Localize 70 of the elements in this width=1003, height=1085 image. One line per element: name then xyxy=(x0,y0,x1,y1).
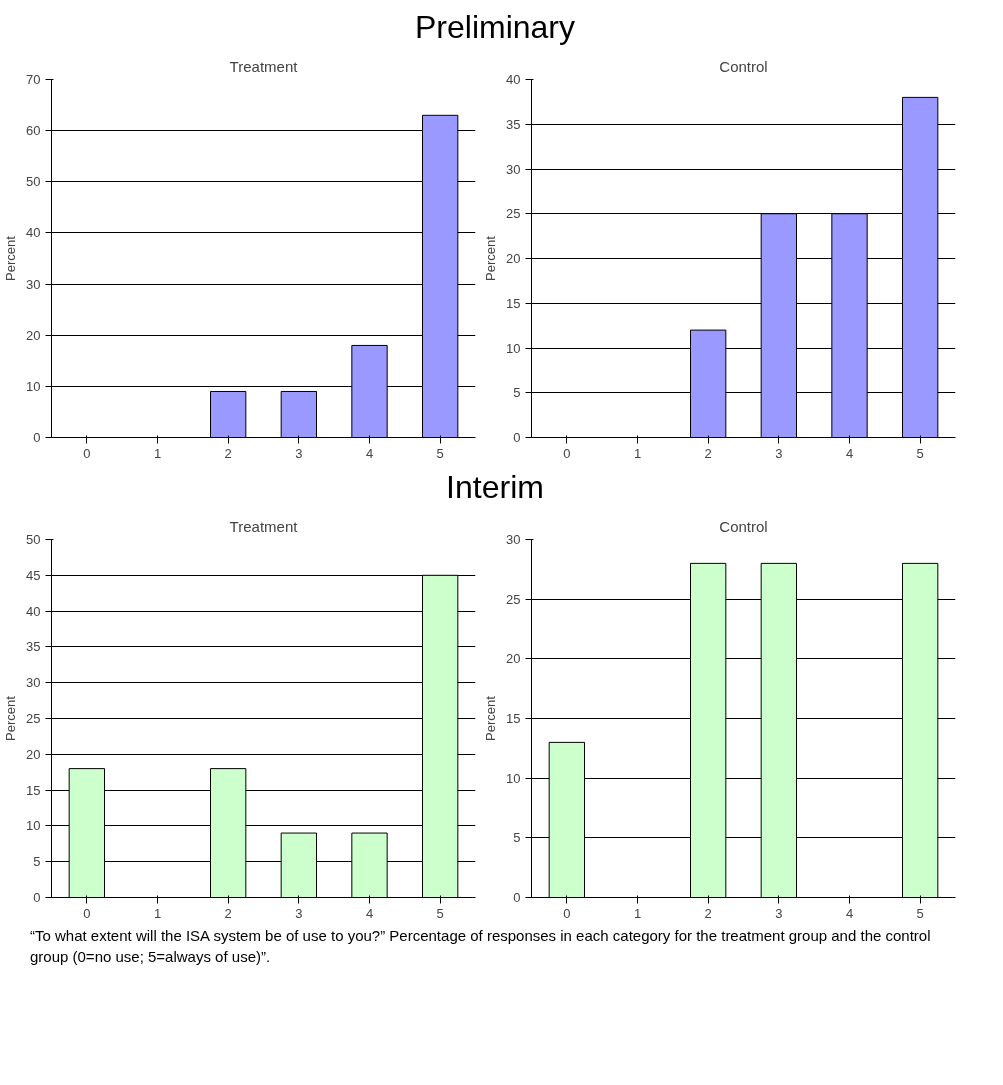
x-tick-label: 0 xyxy=(83,905,91,921)
x-tick-label: 3 xyxy=(775,445,783,461)
y-axis-title: Percent xyxy=(3,235,19,281)
text: “To what extent will the ISA system be of use to you?” Percentage of responses in each category for the treatment group and the control group (0=no use; 5=always of use)”. xyxy=(30,926,932,968)
x-tick-label: 4 xyxy=(845,905,854,921)
chart-title: Control xyxy=(719,517,768,535)
y-tick-label: 50 xyxy=(26,532,41,547)
y-tick-label: 45 xyxy=(26,567,41,583)
x-tick-label: 2 xyxy=(224,445,232,461)
y-tick-label: 25 xyxy=(506,591,521,607)
x-tick-label: 5 xyxy=(436,905,444,921)
x-tick-label: 4 xyxy=(365,905,374,921)
text: Preliminary xyxy=(414,8,576,47)
y-tick-label: 20 xyxy=(506,651,521,667)
y-tick-label: 35 xyxy=(506,116,521,132)
y-tick-label: 50 xyxy=(26,174,41,190)
x-tick-label: 0 xyxy=(83,445,91,461)
chart-title: Treatment xyxy=(229,517,299,535)
x-tick-label: 0 xyxy=(563,445,571,461)
y-tick-label: 70 xyxy=(26,72,41,87)
y-tick-label: 30 xyxy=(506,532,521,547)
y-tick-label: 25 xyxy=(506,206,521,222)
y-axis-title: Percent xyxy=(483,695,499,741)
text: Interim xyxy=(446,468,544,507)
y-tick-label: 40 xyxy=(506,72,521,87)
y-axis-title: Percent xyxy=(483,235,499,281)
y-tick-label: 5 xyxy=(513,830,521,846)
y-tick-label: 15 xyxy=(506,295,521,311)
y-tick-label: 30 xyxy=(26,276,41,292)
x-tick-label: 3 xyxy=(295,445,303,461)
y-tick-label: 10 xyxy=(26,378,41,394)
y-axis-title: Percent xyxy=(3,695,19,741)
y-tick-label: 10 xyxy=(26,818,41,834)
y-tick-label: 40 xyxy=(26,225,41,241)
y-tick-label: 10 xyxy=(506,770,521,786)
y-tick-label: 0 xyxy=(33,890,41,905)
y-tick-label: 30 xyxy=(506,161,521,177)
y-tick-label: 0 xyxy=(513,430,521,445)
y-tick-label: 20 xyxy=(26,746,41,762)
x-tick-label: 0 xyxy=(563,905,571,921)
x-tick-label: 1 xyxy=(633,445,642,461)
x-tick-label: 2 xyxy=(704,445,712,461)
y-tick-label: 0 xyxy=(33,430,41,445)
y-tick-label: 35 xyxy=(26,639,41,655)
x-tick-label: 1 xyxy=(153,445,162,461)
y-tick-label: 25 xyxy=(26,711,41,726)
x-tick-label: 5 xyxy=(436,445,444,461)
y-tick-label: 20 xyxy=(506,251,521,266)
chart-title: Control xyxy=(719,57,768,75)
y-tick-label: 40 xyxy=(26,603,41,619)
chart-title: Treatment xyxy=(229,57,299,75)
y-tick-label: 10 xyxy=(506,340,521,356)
x-tick-label: 1 xyxy=(153,905,162,921)
y-tick-label: 15 xyxy=(26,782,41,798)
x-tick-label: 4 xyxy=(365,445,374,461)
y-tick-label: 0 xyxy=(513,890,521,905)
x-tick-label: 5 xyxy=(916,445,924,461)
y-tick-label: 30 xyxy=(26,675,41,691)
y-tick-label: 60 xyxy=(26,123,41,139)
x-tick-label: 1 xyxy=(633,905,642,921)
y-tick-label: 20 xyxy=(26,327,41,343)
x-tick-label: 2 xyxy=(224,905,232,921)
x-tick-label: 4 xyxy=(845,445,854,461)
x-tick-label: 2 xyxy=(704,905,712,921)
y-tick-label: 15 xyxy=(506,711,521,726)
x-tick-label: 3 xyxy=(775,905,783,921)
y-tick-label: 5 xyxy=(33,854,41,870)
y-tick-label: 5 xyxy=(513,385,521,401)
x-tick-label: 5 xyxy=(916,905,924,921)
x-tick-label: 3 xyxy=(295,905,303,921)
